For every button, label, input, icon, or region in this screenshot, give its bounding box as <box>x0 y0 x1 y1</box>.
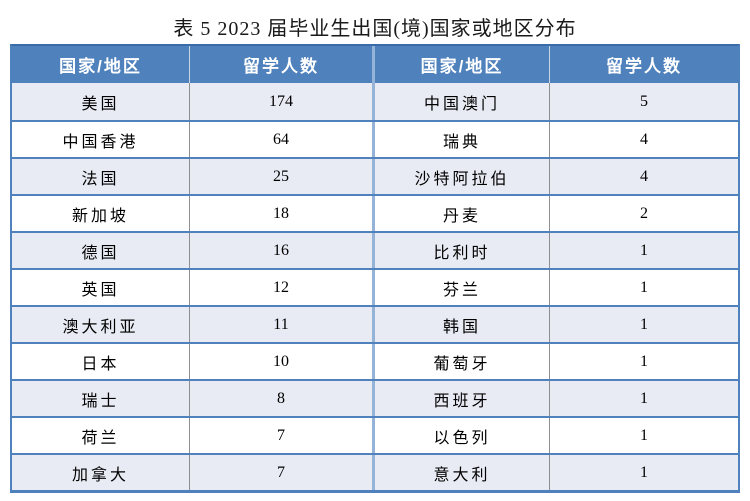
count-cell: 10 <box>190 344 375 379</box>
table-row: 中国香港 64 瑞典 4 <box>12 120 738 157</box>
table-body: 美国 174 中国澳门 5 中国香港 64 瑞典 4 法国 25 沙特阿拉伯 4 新加坡 18 丹麦 2 德国 1… <box>12 83 738 490</box>
count-cell: 2 <box>640 204 648 222</box>
country-cell: 瑞典 <box>375 122 550 157</box>
count-cell: 8 <box>190 381 375 416</box>
country-cell: 澳大利亚 <box>12 307 190 342</box>
table-row: 瑞士 8 西班牙 1 <box>12 379 738 416</box>
count-cell: 16 <box>190 233 375 268</box>
count-cell: 1 <box>640 241 648 259</box>
country-cell: 西班牙 <box>375 381 550 416</box>
country-cell: 日本 <box>12 344 190 379</box>
count-cell: 7 <box>190 455 375 490</box>
country-cell: 加拿大 <box>12 455 190 490</box>
header-country-right: 国家/地区 <box>375 46 550 83</box>
count-cell: 174 <box>190 83 375 120</box>
table-row: 法国 25 沙特阿拉伯 4 <box>12 157 738 194</box>
country-cell: 芬兰 <box>375 270 550 305</box>
country-cell: 法国 <box>12 159 190 194</box>
count-cell: 5 <box>640 92 648 110</box>
count-cell: 25 <box>190 159 375 194</box>
country-cell: 中国澳门 <box>375 83 550 120</box>
count-cell: 18 <box>190 196 375 231</box>
country-cell: 意大利 <box>375 455 550 490</box>
table-row: 英国 12 芬兰 1 <box>12 268 738 305</box>
table-row: 德国 16 比利时 1 <box>12 231 738 268</box>
count-cell: 11 <box>190 307 375 342</box>
header-count-left: 留学人数 <box>190 46 375 83</box>
count-cell: 1 <box>640 315 648 333</box>
country-cell: 荷兰 <box>12 418 190 453</box>
table-row: 澳大利亚 11 韩国 1 <box>12 305 738 342</box>
country-cell: 英国 <box>12 270 190 305</box>
page-title: 表 5 2023 届毕业生出国(境)国家或地区分布 <box>173 18 577 40</box>
header-country-left: 国家/地区 <box>12 46 190 83</box>
table-row: 荷兰 7 以色列 1 <box>12 416 738 453</box>
count-cell: 12 <box>190 270 375 305</box>
country-cell: 中国香港 <box>12 122 190 157</box>
country-cell: 新加坡 <box>12 196 190 231</box>
count-cell: 1 <box>640 352 648 370</box>
count-cell: 1 <box>640 278 648 296</box>
country-cell: 比利时 <box>375 233 550 268</box>
table-row: 新加坡 18 丹麦 2 <box>12 194 738 231</box>
table-header-row: 国家/地区 留学人数 国家/地区 留学人数 <box>12 46 738 83</box>
country-cell: 丹麦 <box>375 196 550 231</box>
count-cell: 7 <box>190 418 375 453</box>
table-row: 日本 10 葡萄牙 1 <box>12 342 738 379</box>
count-cell: 1 <box>640 463 648 481</box>
country-cell: 韩国 <box>375 307 550 342</box>
country-cell: 美国 <box>12 83 190 120</box>
country-cell: 葡萄牙 <box>375 344 550 379</box>
count-cell: 4 <box>640 130 648 148</box>
count-cell: 1 <box>640 389 648 407</box>
country-cell: 瑞士 <box>12 381 190 416</box>
table-row: 加拿大 7 意大利 1 <box>12 453 738 490</box>
country-cell: 以色列 <box>375 418 550 453</box>
graduates-abroad-table: 国家/地区 留学人数 国家/地区 留学人数 美国 174 中国澳门 5 中国香港 64 瑞典… <box>10 44 740 493</box>
count-cell: 1 <box>640 426 648 444</box>
count-cell: 4 <box>640 167 648 185</box>
table-row: 美国 174 中国澳门 5 <box>12 83 738 120</box>
count-cell: 64 <box>190 122 375 157</box>
country-cell: 沙特阿拉伯 <box>375 159 550 194</box>
country-cell: 德国 <box>12 233 190 268</box>
header-count-right: 留学人数 <box>606 57 682 76</box>
